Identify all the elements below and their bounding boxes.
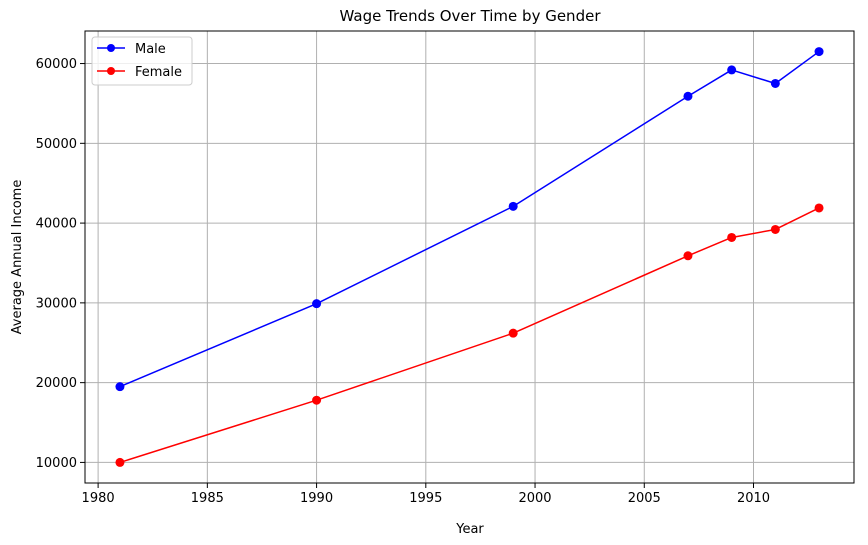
data-point-male [814,47,824,57]
data-point-female [115,457,125,467]
data-point-female [727,232,737,242]
legend-marker-female [107,67,115,75]
data-point-male [312,299,322,309]
y-axis-title: Average Annual Income [10,180,25,335]
x-tick-label: 1995 [409,491,442,506]
legend-box [91,36,193,86]
x-tick-label: 2000 [518,491,551,506]
chart-title: Wage Trends Over Time by Gender [340,7,602,25]
y-tick-label: 40000 [36,217,77,232]
legend-label-female: Female [135,65,182,80]
y-tick-label: 30000 [36,296,77,311]
data-point-male [683,91,693,101]
data-point-male [115,382,125,392]
grid [85,31,854,483]
x-tick-label: 2010 [737,491,770,506]
data-point-female [770,224,780,234]
data-point-female [312,395,322,405]
data-point-female [683,251,693,261]
y-tick-label: 60000 [36,57,77,72]
data-point-male [727,65,737,75]
x-tick-label: 1985 [191,491,224,506]
legend-label-male: Male [135,42,166,57]
axis-ticks: 1980 1985 1990 1995 2000 2005 2010 10000 20000 30… [36,57,770,506]
data-point-female [814,203,824,213]
x-axis-title: Year [455,522,484,537]
x-tick-label: 1990 [300,491,333,506]
data-point-male [770,78,780,88]
series-layer [115,47,824,467]
legend: Male Female [91,36,193,86]
data-point-male [508,201,518,211]
x-tick-label: 2005 [628,491,661,506]
data-point-female [508,328,518,338]
y-tick-label: 10000 [36,456,77,471]
y-tick-label: 20000 [36,376,77,391]
legend-marker-male [107,44,115,52]
y-tick-label: 50000 [36,137,77,152]
plot-frame [84,30,855,484]
x-tick-label: 1980 [82,491,115,506]
